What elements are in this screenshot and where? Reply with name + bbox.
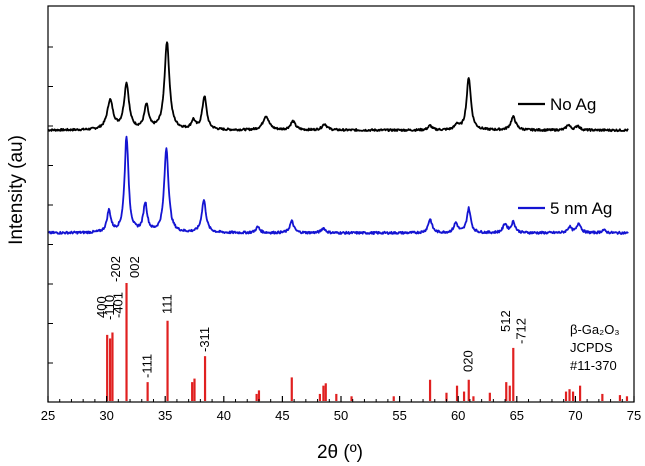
x-tick-label: 65 <box>510 408 524 423</box>
x-tick-label: 50 <box>334 408 348 423</box>
reference-label: JCPDS <box>570 340 613 355</box>
peak-label: 400 <box>94 296 109 318</box>
reference-label: #11-370 <box>570 358 617 373</box>
x-tick-label: 40 <box>217 408 231 423</box>
peak-label: -712 <box>513 318 528 344</box>
series-line-5nm-ag <box>47 135 629 236</box>
legend-label: 5 nm Ag <box>550 199 612 218</box>
x-tick-label: 60 <box>451 408 465 423</box>
x-tick-label: 45 <box>275 408 289 423</box>
peak-label: 111 <box>160 294 175 314</box>
legend-label: No Ag <box>550 95 596 114</box>
y-axis-title: Intensity (au) <box>6 135 27 245</box>
peak-label: -110 <box>102 295 117 320</box>
x-tick-label: 35 <box>158 408 172 423</box>
x-tick-label: 30 <box>99 408 113 423</box>
x-tick-label: 70 <box>568 408 582 423</box>
plot-frame <box>47 5 635 403</box>
x-tick-label: 75 <box>627 408 641 423</box>
reference-label: β-Ga₂O₃ <box>570 322 620 337</box>
x-tick-label: 25 <box>41 408 55 423</box>
plot-area: No Ag 5 nm Ag 400-110-401 -202 002 -111 111 -31… <box>47 41 629 401</box>
peak-label: 512 <box>498 310 513 332</box>
peak-label: 020 <box>461 350 476 372</box>
axes: 25 30 35 40 45 50 55 60 65 70 75 <box>41 5 641 423</box>
peak-label: -202 <box>108 256 123 282</box>
peak-label: 002 <box>127 256 142 278</box>
x-tick-label: 55 <box>392 408 406 423</box>
peak-label: -401 <box>110 292 125 318</box>
series-line-no-ag <box>47 41 629 133</box>
peak-label: -311 <box>197 327 212 352</box>
peak-label: -111 <box>140 354 155 378</box>
x-axis-title: 2θ (º) <box>317 442 363 463</box>
